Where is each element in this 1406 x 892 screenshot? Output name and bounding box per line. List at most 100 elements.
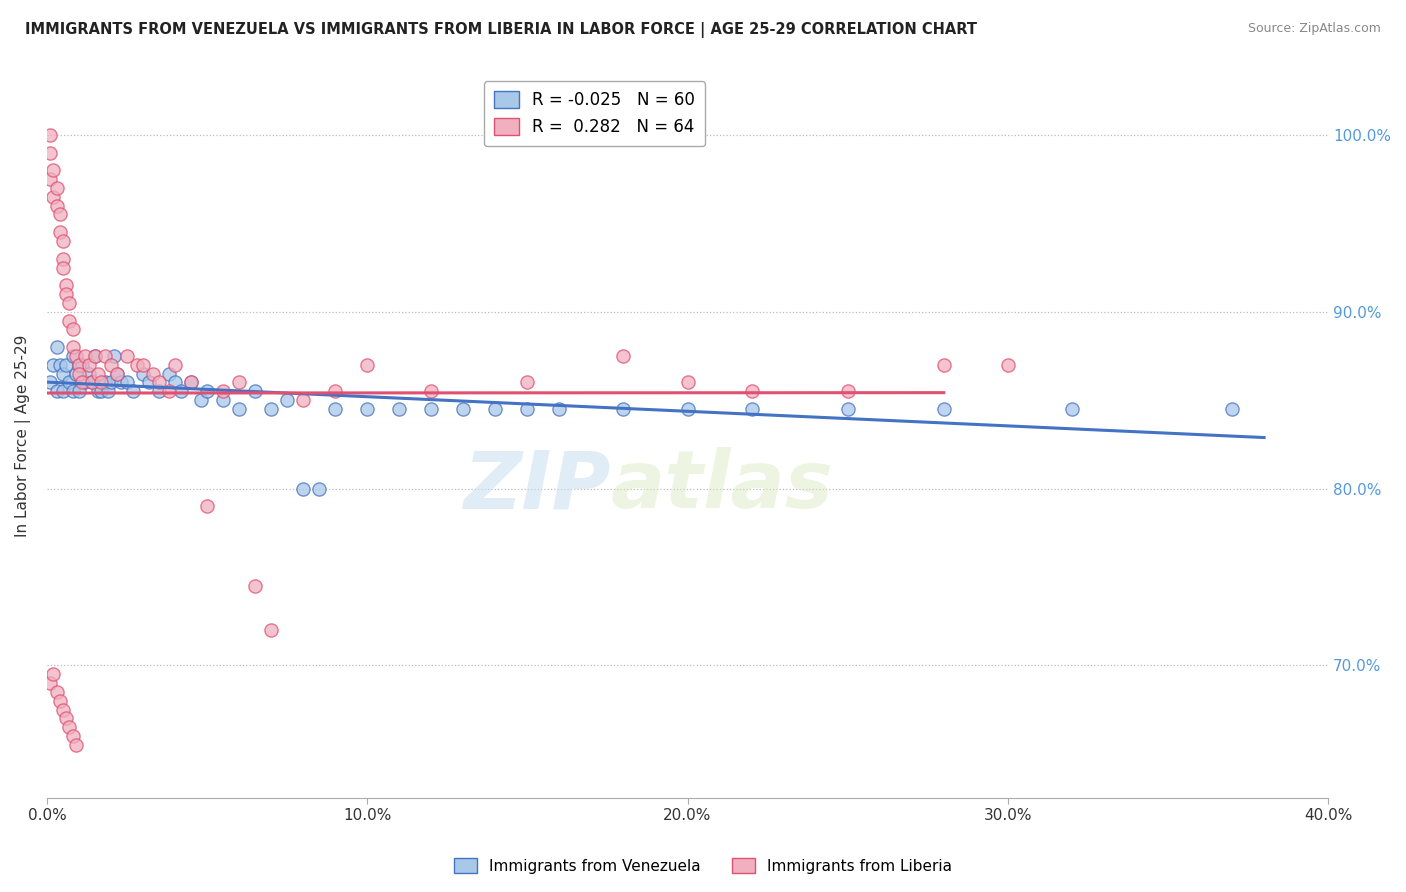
Point: [62, 322, 84, 336]
Point: [132, 367, 155, 381]
Point: [62, 349, 84, 363]
Point: [87, 367, 110, 381]
Point: [42, 358, 65, 372]
Point: [39, 676, 62, 690]
Point: [195, 384, 218, 399]
Point: [52, 384, 75, 399]
Point: [45, 199, 67, 213]
Point: [165, 376, 187, 390]
Point: [1060, 402, 1083, 417]
Point: [323, 384, 346, 399]
Point: [741, 384, 763, 399]
Point: [55, 711, 77, 725]
Point: [52, 703, 75, 717]
Point: [115, 349, 138, 363]
Text: atlas: atlas: [610, 447, 834, 525]
Point: [49, 358, 72, 372]
Point: [107, 367, 129, 381]
Point: [70, 376, 93, 390]
Point: [308, 482, 330, 496]
Point: [132, 358, 155, 372]
Point: [77, 367, 100, 381]
Point: [138, 376, 160, 390]
Point: [58, 313, 80, 327]
Point: [39, 376, 62, 390]
Point: [107, 367, 129, 381]
Point: [676, 376, 699, 390]
Point: [110, 376, 132, 390]
Point: [80, 376, 103, 390]
Point: [49, 207, 72, 221]
Point: [62, 340, 84, 354]
Point: [39, 145, 62, 160]
Point: [77, 358, 100, 372]
Point: [837, 384, 859, 399]
Point: [356, 358, 378, 372]
Point: [292, 393, 315, 408]
Point: [52, 234, 75, 248]
Point: [612, 349, 634, 363]
Point: [190, 393, 212, 408]
Point: [67, 358, 90, 372]
Point: [49, 694, 72, 708]
Point: [228, 402, 250, 417]
Point: [260, 402, 283, 417]
Point: [420, 402, 443, 417]
Point: [484, 402, 506, 417]
Point: [388, 402, 411, 417]
Point: [42, 667, 65, 681]
Point: [323, 402, 346, 417]
Point: [93, 349, 115, 363]
Point: [516, 402, 538, 417]
Point: [516, 376, 538, 390]
Point: [356, 402, 378, 417]
Point: [49, 225, 72, 239]
Point: [84, 349, 107, 363]
Point: [115, 376, 138, 390]
Point: [62, 729, 84, 743]
Point: [42, 163, 65, 178]
Point: [1220, 402, 1243, 417]
Point: [212, 384, 235, 399]
Point: [55, 287, 77, 301]
Point: [170, 384, 193, 399]
Point: [180, 376, 202, 390]
Point: [837, 402, 859, 417]
Point: [97, 384, 120, 399]
Point: [148, 376, 170, 390]
Point: [125, 358, 148, 372]
Legend: R = -0.025   N = 60, R =  0.282   N = 64: R = -0.025 N = 60, R = 0.282 N = 64: [484, 81, 704, 146]
Point: [90, 376, 112, 390]
Point: [260, 623, 283, 637]
Point: [52, 260, 75, 275]
Point: [100, 358, 122, 372]
Point: [103, 349, 125, 363]
Point: [195, 500, 218, 514]
Point: [90, 384, 112, 399]
Point: [157, 384, 180, 399]
Point: [165, 358, 187, 372]
Text: Source: ZipAtlas.com: Source: ZipAtlas.com: [1247, 22, 1381, 36]
Point: [55, 278, 77, 293]
Point: [67, 367, 90, 381]
Point: [148, 384, 170, 399]
Point: [75, 376, 97, 390]
Point: [39, 172, 62, 186]
Point: [87, 384, 110, 399]
Point: [142, 367, 165, 381]
Point: [93, 376, 115, 390]
Point: [65, 367, 87, 381]
Legend: Immigrants from Venezuela, Immigrants from Liberia: Immigrants from Venezuela, Immigrants fr…: [449, 852, 957, 880]
Point: [84, 349, 107, 363]
Point: [62, 384, 84, 399]
Point: [39, 128, 62, 142]
Point: [276, 393, 298, 408]
Point: [45, 181, 67, 195]
Text: IMMIGRANTS FROM VENEZUELA VS IMMIGRANTS FROM LIBERIA IN LABOR FORCE | AGE 25-29 : IMMIGRANTS FROM VENEZUELA VS IMMIGRANTS …: [25, 22, 977, 38]
Point: [42, 190, 65, 204]
Point: [45, 384, 67, 399]
Point: [243, 384, 266, 399]
Point: [548, 402, 571, 417]
Point: [997, 358, 1019, 372]
Point: [67, 384, 90, 399]
